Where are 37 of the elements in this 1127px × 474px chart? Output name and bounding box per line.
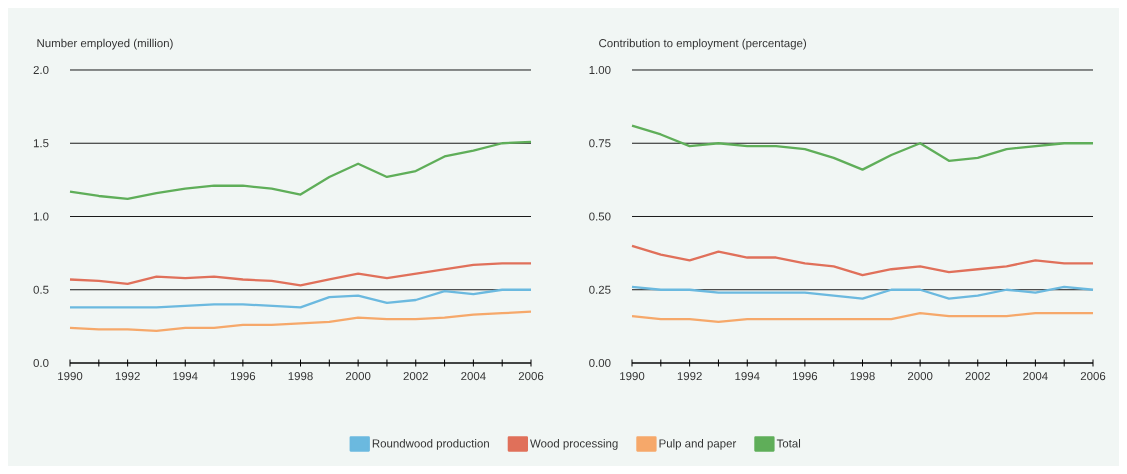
x-tick-label: 2004 [1023, 372, 1048, 381]
y-tick-label: 2.0 [33, 65, 49, 75]
x-tick-label: 1998 [850, 372, 875, 381]
y-tick-label: 1.5 [33, 139, 49, 148]
y-axis-title: Number employed (million) [37, 38, 173, 50]
x-tick-label: 2004 [461, 372, 486, 381]
x-tick-label: 2006 [518, 372, 544, 381]
legend-label: Pulp and paper [659, 439, 737, 450]
legend-label: Wood processing [530, 439, 618, 450]
y-tick-label: 0.5 [33, 285, 49, 294]
y-tick-label: 0.50 [589, 212, 611, 221]
legend-label: Roundwood production [372, 439, 489, 450]
x-tick-label: 1996 [793, 372, 818, 381]
x-tick-label: 2000 [345, 372, 371, 381]
x-tick-label: 2002 [403, 372, 428, 381]
x-tick-label: 1994 [173, 372, 198, 381]
x-tick-label: 2002 [965, 372, 990, 381]
y-tick-label: 1.00 [589, 65, 611, 75]
x-tick-label: 1996 [231, 372, 256, 381]
x-tick-label: 1994 [735, 372, 760, 381]
x-tick-label: 1990 [58, 372, 83, 381]
legend-label: Total [776, 439, 801, 448]
y-axis-title: Contribution to employment (percentage) [599, 38, 807, 50]
x-tick-label: 1998 [288, 372, 313, 381]
line-series [630, 244, 1095, 277]
y-tick-label: 0.25 [589, 285, 611, 294]
y-tick-label: 0.00 [589, 358, 611, 368]
y-tick-label: 0.75 [589, 139, 611, 148]
x-tick-label: 1990 [620, 372, 645, 381]
line-series [68, 310, 533, 332]
line-series [68, 140, 533, 201]
x-tick-label: 2000 [907, 372, 933, 381]
y-tick-label: 1.0 [33, 212, 49, 221]
x-tick-label: 1992 [677, 372, 702, 381]
x-tick-label: 1992 [115, 372, 140, 381]
x-tick-label: 2006 [1080, 372, 1106, 381]
y-tick-label: 0.0 [33, 358, 49, 368]
